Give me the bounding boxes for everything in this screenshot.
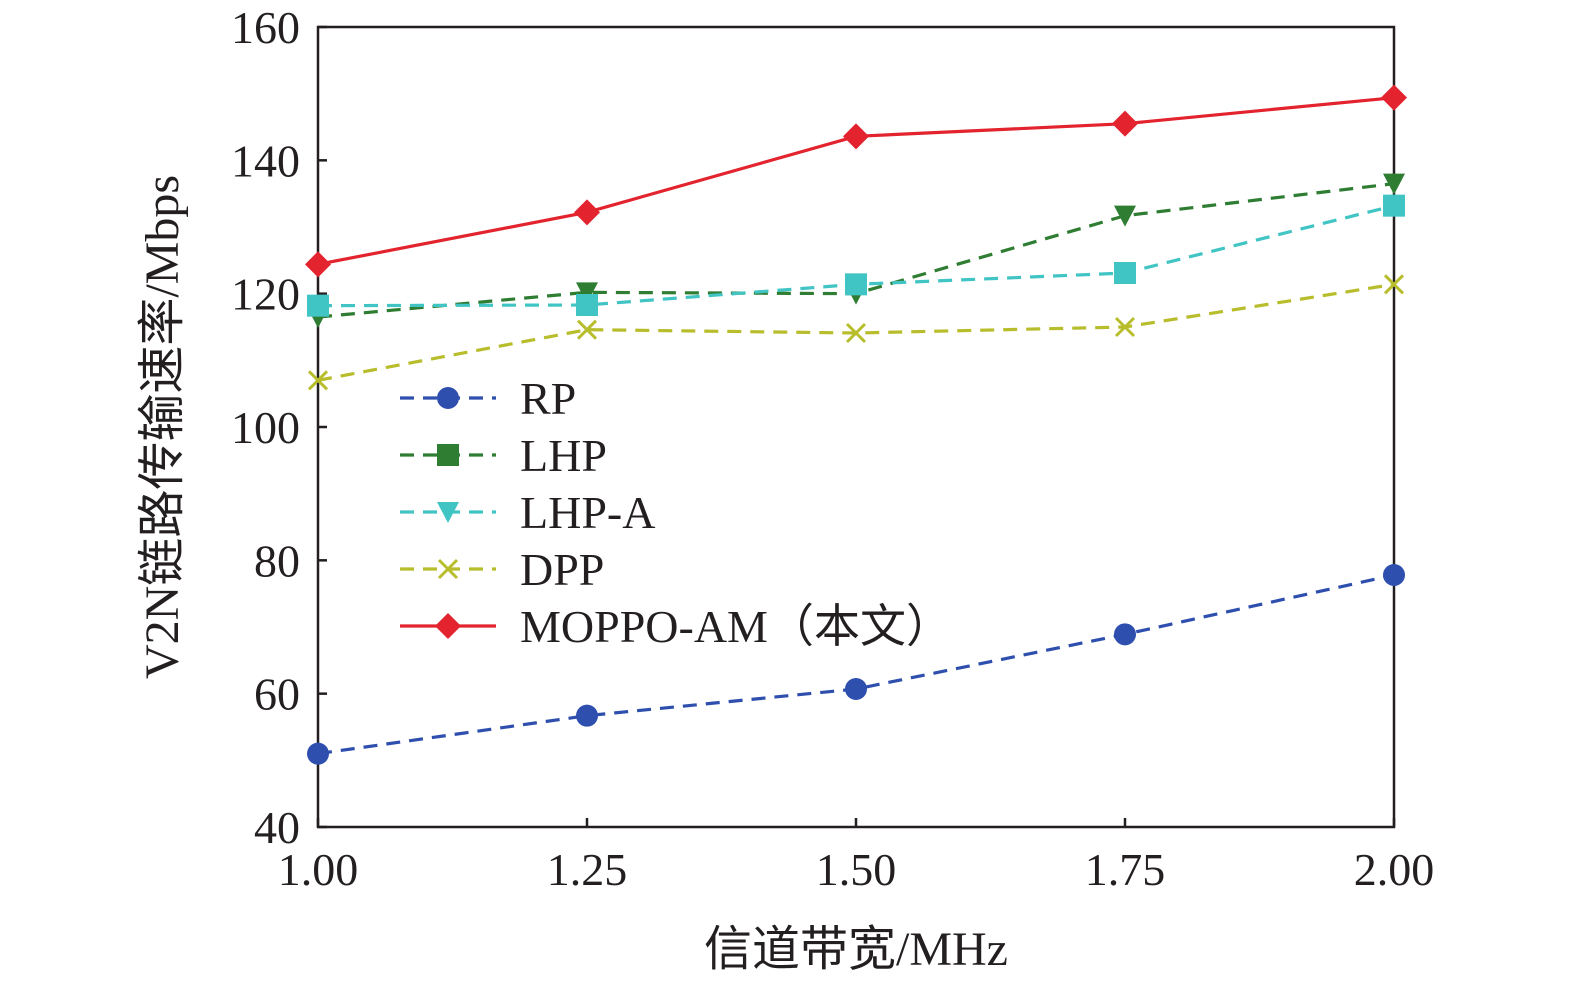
- data-point: [1114, 623, 1136, 646]
- data-point: [845, 322, 867, 344]
- data-point: [1114, 316, 1136, 338]
- y-tick-label: 120: [231, 269, 300, 320]
- y-tick-label: 40: [254, 802, 300, 853]
- legend-label: LHP: [520, 430, 607, 481]
- data-point: [307, 742, 329, 765]
- legend-label: MOPPO-AM（本文）: [520, 601, 952, 652]
- legend-marker: [437, 558, 459, 580]
- data-point: [1383, 274, 1405, 295]
- x-tick-label: 1.00: [278, 844, 359, 895]
- legend-item: MOPPO-AM（本文）: [400, 601, 952, 652]
- data-point: [574, 199, 600, 226]
- legend-label: LHP-A: [520, 487, 655, 538]
- data-point: [1114, 205, 1136, 227]
- legend-marker: [437, 387, 459, 409]
- y-tick-label: 160: [231, 2, 300, 53]
- series-0: [307, 564, 1405, 765]
- series-4: [305, 84, 1407, 278]
- data-point: [307, 370, 329, 391]
- series-layer: [305, 84, 1407, 765]
- data-point: [845, 678, 867, 700]
- data-point: [1114, 262, 1136, 284]
- legend-item: RP: [400, 373, 576, 424]
- legend-marker: [437, 502, 459, 523]
- series-3: [307, 274, 1405, 391]
- data-point: [576, 282, 598, 304]
- x-tick-label: 2.00: [1354, 844, 1435, 895]
- x-axis-title: 信道带宽/MHz: [704, 923, 1008, 976]
- x-axis-ticks: 1.00 1.25 1.50 1.75 2.00: [278, 818, 1435, 895]
- legend-item: DPP: [400, 544, 604, 595]
- legend: RP LHP LHP-A DPP MOPPO-AM（本文）: [400, 373, 952, 652]
- series-1: [307, 173, 1405, 328]
- series-line: [317, 96, 1395, 266]
- x-tick-label: 1.50: [816, 844, 897, 895]
- data-point: [843, 123, 869, 150]
- data-point: [576, 704, 598, 727]
- y-axis-ticks: 40 60 80 100 120 140 160: [231, 2, 327, 853]
- data-point: [1112, 110, 1138, 137]
- data-point: [1383, 194, 1405, 217]
- data-point: [576, 294, 598, 316]
- y-axis-title: V2N链路传输速率/Mbps: [136, 175, 189, 679]
- x-tick-label: 1.75: [1085, 844, 1166, 895]
- legend-label: DPP: [520, 544, 604, 595]
- data-point: [1383, 564, 1405, 586]
- data-point: [307, 294, 329, 317]
- x-tick-label: 1.25: [547, 844, 628, 895]
- data-point: [1383, 173, 1405, 195]
- y-tick-label: 140: [231, 135, 300, 186]
- legend-item: LHP-A: [400, 487, 655, 538]
- y-tick-label: 60: [254, 669, 300, 720]
- series-2: [307, 194, 1405, 317]
- data-point: [576, 319, 598, 340]
- legend-label: RP: [520, 373, 576, 424]
- data-point: [305, 251, 331, 278]
- data-point: [845, 273, 867, 296]
- y-tick-label: 80: [254, 535, 300, 586]
- y-tick-label: 100: [231, 402, 300, 453]
- legend-item: LHP: [400, 430, 607, 481]
- legend-marker: [437, 444, 459, 466]
- legend-marker: [435, 613, 461, 639]
- data-point: [1381, 84, 1407, 111]
